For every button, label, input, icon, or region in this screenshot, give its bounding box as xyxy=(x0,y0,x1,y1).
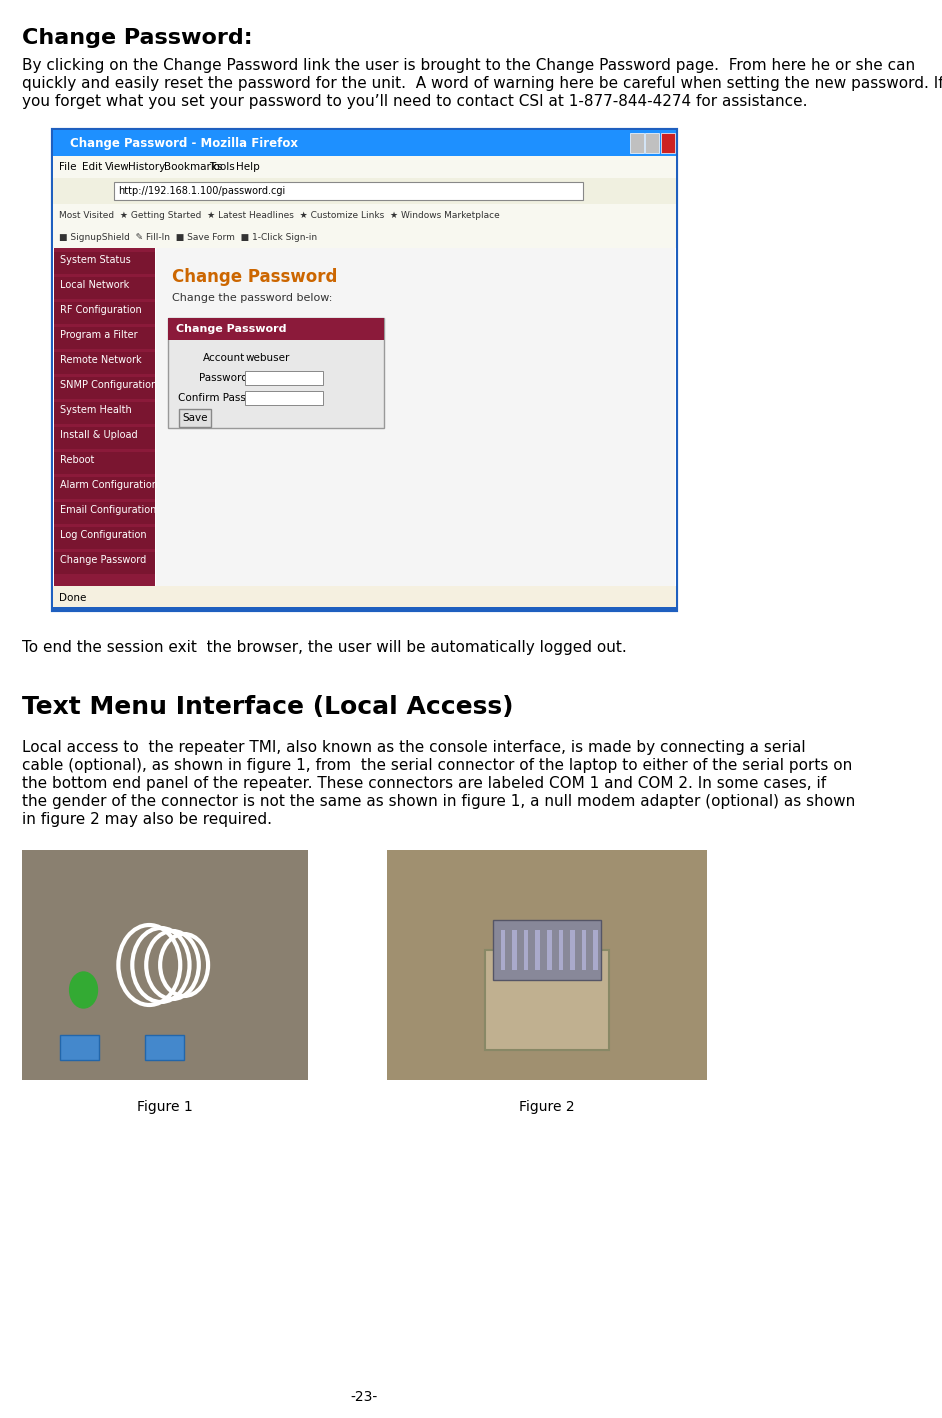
Bar xyxy=(493,920,601,980)
Text: Save: Save xyxy=(182,413,207,423)
Text: Figure 2: Figure 2 xyxy=(519,1100,575,1115)
Bar xyxy=(645,133,659,153)
FancyBboxPatch shape xyxy=(168,318,384,428)
Bar xyxy=(512,930,517,970)
Bar xyxy=(54,352,154,374)
Text: Remote Network: Remote Network xyxy=(60,354,142,364)
Bar xyxy=(54,552,154,574)
Bar xyxy=(245,391,322,406)
Text: Text Menu Interface (Local Access): Text Menu Interface (Local Access) xyxy=(22,695,513,719)
Bar xyxy=(54,427,154,450)
Text: ■ SignupShield  ✎ Fill-In  ■ Save Form  ■ 1-Click Sign-in: ■ SignupShield ✎ Fill-In ■ Save Form ■ 1… xyxy=(58,233,317,241)
Bar xyxy=(54,248,154,586)
Text: Log Configuration: Log Configuration xyxy=(60,530,147,540)
Text: Install & Upload: Install & Upload xyxy=(60,430,138,440)
Text: History: History xyxy=(128,162,166,172)
Text: System Status: System Status xyxy=(60,255,131,265)
FancyBboxPatch shape xyxy=(179,408,211,427)
Text: System Health: System Health xyxy=(60,406,132,415)
Bar xyxy=(582,930,586,970)
Bar xyxy=(53,225,676,248)
Bar xyxy=(559,930,563,970)
Text: http://192.168.1.100/password.cgi: http://192.168.1.100/password.cgi xyxy=(119,186,285,196)
Bar xyxy=(168,318,384,340)
Text: Change the password below:: Change the password below: xyxy=(171,294,333,303)
Text: the bottom end panel of the repeater. These connectors are labeled COM 1 and COM: the bottom end panel of the repeater. Th… xyxy=(22,776,826,791)
Text: -23-: -23- xyxy=(350,1390,378,1404)
Bar xyxy=(53,204,676,225)
Text: Figure 1: Figure 1 xyxy=(137,1100,193,1115)
Bar xyxy=(629,133,643,153)
Text: Email Configuration: Email Configuration xyxy=(60,505,156,515)
FancyBboxPatch shape xyxy=(53,130,676,610)
Text: cable (optional), as shown in figure 1, from  the serial connector of the laptop: cable (optional), as shown in figure 1, … xyxy=(22,759,852,773)
Bar xyxy=(54,377,154,398)
Bar xyxy=(660,133,674,153)
Bar xyxy=(500,930,505,970)
Bar xyxy=(54,252,154,274)
Text: Most Visited  ★ Getting Started  ★ Latest Headlines  ★ Customize Links  ★ Window: Most Visited ★ Getting Started ★ Latest … xyxy=(58,210,499,220)
Bar xyxy=(54,476,154,499)
Text: Change Password: Change Password xyxy=(60,554,147,564)
Bar xyxy=(54,502,154,525)
Text: Local Network: Local Network xyxy=(60,279,130,291)
Bar xyxy=(485,950,609,1049)
Text: File: File xyxy=(58,162,76,172)
Text: Reboot: Reboot xyxy=(60,455,95,465)
Bar xyxy=(535,930,540,970)
Bar xyxy=(547,930,552,970)
Text: Account: Account xyxy=(203,353,245,363)
Text: RF Configuration: RF Configuration xyxy=(60,305,142,315)
Text: in figure 2 may also be required.: in figure 2 may also be required. xyxy=(22,813,271,827)
Bar xyxy=(145,1035,184,1061)
Text: you forget what you set your password to you’ll need to contact CSI at 1-877-844: you forget what you set your password to… xyxy=(22,94,807,109)
Bar xyxy=(54,277,154,299)
Text: Change Password - Mozilla Firefox: Change Password - Mozilla Firefox xyxy=(70,136,298,149)
Text: SNMP Configuration: SNMP Configuration xyxy=(60,380,157,390)
Bar xyxy=(54,302,154,323)
Text: webuser: webuser xyxy=(245,353,289,363)
Text: Confirm Password: Confirm Password xyxy=(178,393,271,403)
Bar xyxy=(524,930,528,970)
Bar xyxy=(387,849,707,1081)
Text: Edit: Edit xyxy=(82,162,103,172)
Text: Alarm Configuration: Alarm Configuration xyxy=(60,481,158,491)
Bar xyxy=(54,401,154,424)
Text: View: View xyxy=(106,162,130,172)
Bar xyxy=(53,130,676,156)
Bar xyxy=(60,1035,99,1061)
Text: Change Password: Change Password xyxy=(175,323,286,335)
Text: Help: Help xyxy=(236,162,260,172)
Text: Local access to  the repeater TMI, also known as the console interface, is made : Local access to the repeater TMI, also k… xyxy=(22,740,805,754)
Text: Program a Filter: Program a Filter xyxy=(60,330,138,340)
Bar xyxy=(54,328,154,349)
Bar xyxy=(53,607,676,610)
Bar xyxy=(156,248,674,586)
Bar xyxy=(53,586,676,610)
Bar xyxy=(54,527,154,549)
Text: To end the session exit  the browser, the user will be automatically logged out.: To end the session exit the browser, the… xyxy=(22,640,626,655)
Bar xyxy=(593,930,598,970)
Bar xyxy=(53,179,676,204)
Bar xyxy=(115,182,583,200)
Text: Password: Password xyxy=(199,373,248,383)
Text: Bookmarks: Bookmarks xyxy=(165,162,223,172)
Bar xyxy=(22,849,308,1081)
Bar xyxy=(53,156,676,179)
Bar xyxy=(54,452,154,474)
Text: the gender of the connector is not the same as shown in figure 1, a null modem a: the gender of the connector is not the s… xyxy=(22,794,855,810)
Text: Done: Done xyxy=(58,593,86,603)
Bar xyxy=(245,372,322,386)
Bar xyxy=(53,248,676,586)
Text: Tools: Tools xyxy=(209,162,235,172)
Bar xyxy=(570,930,575,970)
Text: Change Password: Change Password xyxy=(171,268,337,286)
Text: By clicking on the Change Password link the user is brought to the Change Passwo: By clicking on the Change Password link … xyxy=(22,58,915,72)
Text: quickly and easily reset the password for the unit.  A word of warning here be c: quickly and easily reset the password fo… xyxy=(22,77,942,91)
Text: Change Password:: Change Password: xyxy=(22,28,252,48)
Circle shape xyxy=(70,971,97,1008)
